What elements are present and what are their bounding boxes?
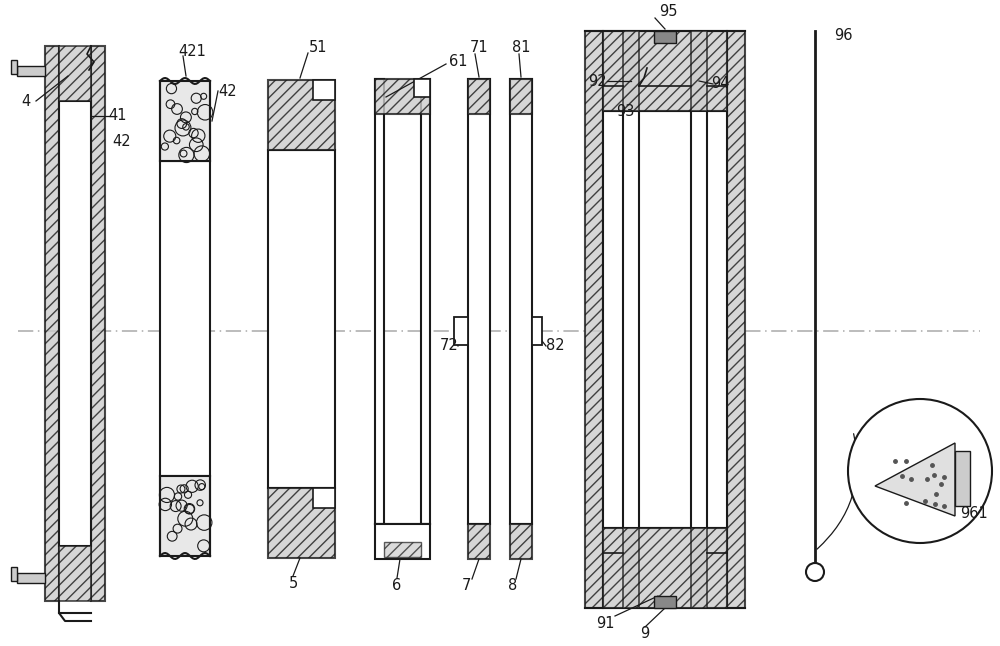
Bar	[268, 150, 335, 488]
Bar	[91, 46, 105, 601]
Bar	[623, 528, 639, 608]
Bar	[532, 317, 542, 345]
Bar	[313, 80, 335, 100]
Bar	[691, 111, 707, 528]
Bar	[11, 567, 17, 581]
Bar	[375, 79, 384, 524]
Bar	[468, 524, 490, 559]
Bar	[375, 524, 430, 559]
Bar	[727, 31, 745, 608]
Text: 93: 93	[616, 103, 634, 118]
Text: 9: 9	[640, 627, 650, 641]
Bar	[11, 60, 17, 74]
Bar	[654, 31, 676, 43]
Bar	[623, 111, 639, 528]
Bar	[45, 46, 59, 601]
Bar	[468, 79, 490, 114]
Text: 961: 961	[960, 506, 988, 521]
Text: 61: 61	[449, 54, 467, 68]
Text: 82: 82	[546, 339, 564, 353]
Text: 8: 8	[508, 579, 518, 594]
Bar	[585, 31, 603, 608]
Circle shape	[848, 399, 992, 543]
Bar	[59, 546, 91, 601]
Bar	[59, 101, 91, 546]
Text: 71: 71	[470, 41, 488, 56]
Bar	[59, 46, 91, 101]
Text: 42: 42	[113, 134, 131, 149]
Text: 95: 95	[659, 3, 677, 19]
Bar	[603, 528, 727, 608]
Bar	[268, 488, 335, 558]
Bar	[654, 596, 676, 608]
Bar	[955, 451, 970, 506]
Bar	[510, 79, 532, 114]
Bar	[313, 488, 335, 508]
Bar	[454, 317, 468, 345]
Text: 421: 421	[178, 43, 206, 59]
Text: 51: 51	[309, 41, 327, 56]
Bar	[510, 524, 532, 559]
Text: 96: 96	[834, 28, 852, 43]
Text: 7: 7	[461, 579, 471, 594]
Bar	[623, 31, 639, 111]
Text: 81: 81	[512, 41, 530, 56]
Text: 41: 41	[109, 109, 127, 123]
Text: 4: 4	[21, 94, 31, 109]
Bar	[468, 79, 490, 524]
Bar	[421, 79, 430, 524]
Bar	[160, 81, 210, 161]
Text: 42: 42	[219, 83, 237, 98]
Text: 92: 92	[588, 74, 606, 89]
Bar	[603, 31, 727, 111]
Bar	[17, 66, 45, 76]
Bar	[375, 79, 430, 114]
Bar	[691, 31, 707, 111]
Bar	[691, 528, 707, 608]
Text: 91: 91	[596, 616, 614, 632]
Bar	[160, 476, 210, 556]
Bar	[414, 79, 430, 97]
Bar	[160, 161, 210, 476]
Bar	[17, 573, 45, 583]
Bar	[268, 80, 335, 150]
Text: 94: 94	[711, 76, 729, 92]
Bar	[384, 542, 421, 557]
Bar	[603, 111, 727, 528]
Text: 5: 5	[288, 576, 298, 590]
Bar	[510, 79, 532, 524]
Polygon shape	[875, 443, 955, 516]
Text: 72: 72	[440, 339, 458, 353]
Text: 6: 6	[392, 578, 402, 592]
